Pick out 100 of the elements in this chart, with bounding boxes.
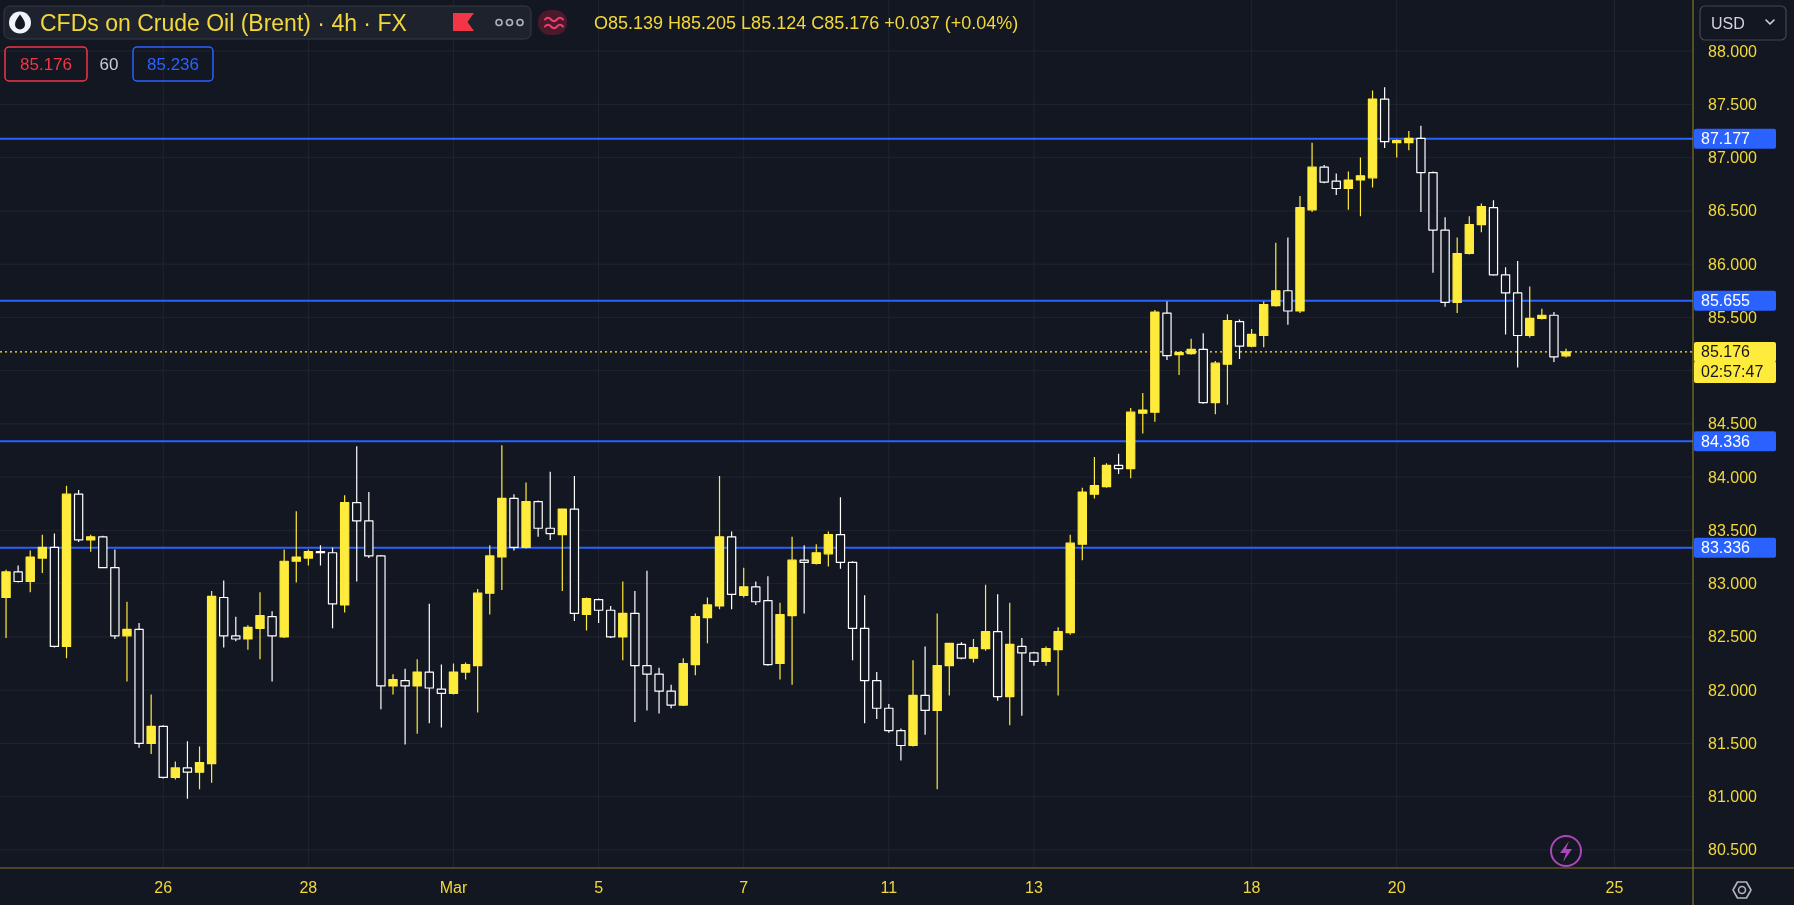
candlestick <box>1307 142 1317 213</box>
y-tick-label: 80.500 <box>1708 841 1758 859</box>
candlestick <box>1 569 11 639</box>
candlestick <box>61 485 72 659</box>
candlestick <box>968 638 979 664</box>
candlestick <box>533 499 543 538</box>
candlestick <box>509 493 519 552</box>
currency-dropdown: USD <box>1699 5 1787 41</box>
candlestick <box>521 481 531 550</box>
candlestick <box>1234 318 1245 360</box>
candlestick <box>1017 637 1027 717</box>
candlestick <box>303 548 314 567</box>
candlestick <box>1101 462 1112 489</box>
candlestick <box>1476 202 1487 233</box>
candlestick <box>1488 199 1499 277</box>
candlestick <box>739 567 749 599</box>
candlestick <box>436 663 447 729</box>
candlestick <box>569 475 580 622</box>
candlestick <box>472 588 483 714</box>
candlestick <box>1258 300 1269 348</box>
candlestick <box>920 645 930 736</box>
candlestick <box>1077 487 1088 561</box>
y-tick-label: 83.500 <box>1708 521 1758 539</box>
candlestick <box>170 760 181 781</box>
y-tick-label: 87.000 <box>1708 149 1758 167</box>
ref-line-label: 84.336 <box>1701 432 1751 450</box>
candlestick <box>1549 311 1559 363</box>
candlestick <box>1392 138 1402 159</box>
candlestick <box>1089 456 1100 500</box>
candlestick <box>1379 86 1390 149</box>
candlestick <box>231 616 241 642</box>
candlestick <box>37 534 48 574</box>
candlestick <box>908 659 918 748</box>
x-tick-label: 7 <box>739 878 749 896</box>
candlestick <box>1500 266 1511 336</box>
candlestick <box>799 544 809 615</box>
candlestick <box>787 536 797 686</box>
candlestick <box>291 510 301 584</box>
ref-line-label: 85.176 <box>1701 343 1751 361</box>
candlestick <box>1525 285 1535 339</box>
candlestick <box>1452 236 1462 314</box>
candlestick <box>315 544 326 567</box>
candlestick <box>448 662 459 695</box>
candlestick <box>714 475 725 610</box>
candlestick <box>1367 89 1378 189</box>
candlestick <box>1065 534 1075 636</box>
candlestick <box>1440 216 1450 308</box>
y-tick-label: 84.000 <box>1708 468 1758 486</box>
candlestick <box>1537 308 1547 321</box>
annotation: 85.236 <box>147 54 199 74</box>
candlestick <box>85 534 96 553</box>
candlestick <box>49 532 60 649</box>
candlestick <box>1331 173 1341 196</box>
candlestick <box>497 444 507 591</box>
candlestick <box>944 642 954 697</box>
candlestick <box>872 671 882 720</box>
candlestick <box>896 727 906 762</box>
candlestick <box>1246 328 1257 348</box>
candlestick <box>618 580 628 661</box>
candlestick <box>545 471 555 541</box>
candlestick <box>775 602 785 681</box>
candlestick <box>267 610 277 683</box>
y-tick-label: 83.000 <box>1708 575 1758 593</box>
candlestick <box>412 658 422 735</box>
y-tick-label: 84.500 <box>1708 415 1758 433</box>
candlestick <box>194 745 205 790</box>
candlestick <box>352 445 362 583</box>
candlestick <box>327 546 338 629</box>
candlestick <box>859 594 870 724</box>
candlestick <box>1404 130 1414 151</box>
candlestick <box>1295 195 1305 314</box>
candlestick <box>884 703 894 734</box>
candlestick <box>400 668 410 746</box>
x-tick-label: 26 <box>154 878 173 896</box>
candlestick <box>1162 300 1172 361</box>
x-tick-label: 20 <box>1387 878 1406 896</box>
candlestick <box>593 597 604 624</box>
candlestick <box>73 489 84 543</box>
candlestick <box>581 596 592 632</box>
candlestick <box>364 491 374 559</box>
candlestick <box>630 590 640 723</box>
text: 02:57:47 <box>1701 363 1764 381</box>
candlestick <box>1005 602 1015 726</box>
candlestick <box>388 673 398 695</box>
y-tick-label: 82.000 <box>1708 681 1758 699</box>
y-tick-label: 88.000 <box>1708 42 1758 60</box>
candlestick <box>835 496 846 570</box>
x-tick-label: 13 <box>1025 878 1043 896</box>
candlestick <box>678 657 688 707</box>
candlestick <box>605 605 616 639</box>
candlestick <box>1210 360 1221 415</box>
x-tick-label: 5 <box>594 878 604 896</box>
annotation: 60 <box>99 54 119 74</box>
chart-title: CFDs on Crude Oil (Brent) · 4h · FX <box>40 9 407 36</box>
ref-line-label: 85.655 <box>1701 292 1751 310</box>
candlestick <box>1113 453 1124 475</box>
candlestick <box>1041 645 1051 667</box>
ref-line-label: 87.177 <box>1701 130 1751 148</box>
x-tick-label: Mar <box>439 878 468 896</box>
x-tick-label: 25 <box>1605 878 1624 896</box>
